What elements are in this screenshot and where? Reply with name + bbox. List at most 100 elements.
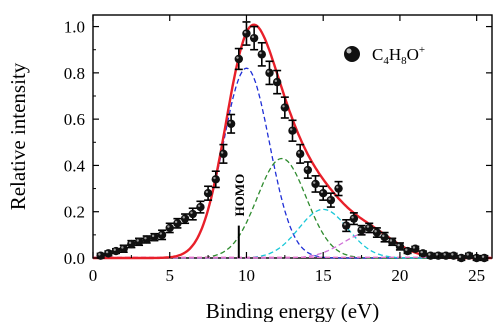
data-point: [403, 246, 412, 256]
data-point-highlight: [320, 190, 324, 194]
data-point: [288, 126, 297, 135]
data-point: [372, 228, 382, 237]
data-point-highlight: [105, 250, 109, 254]
data-point: [111, 246, 121, 256]
data-point-highlight: [397, 243, 400, 247]
data-point-highlight: [420, 250, 423, 254]
data-point: [134, 237, 144, 246]
data-point: [457, 253, 466, 263]
data-point-highlight: [243, 31, 247, 34]
data-point-highlight: [405, 248, 408, 251]
data-point-highlight: [336, 186, 339, 189]
legend-sub-4: 4: [383, 55, 389, 67]
data-point: [295, 149, 305, 159]
data-point: [418, 249, 428, 258]
plot-area: HOMO: [92, 14, 493, 263]
data-point: [426, 251, 435, 260]
data-point-highlight: [313, 181, 316, 184]
data-point-highlight: [274, 79, 278, 83]
legend-c: C: [372, 45, 383, 64]
legend-marker-highlight: [346, 48, 352, 54]
data-point: [303, 165, 313, 175]
legend-sup-plus: +: [419, 44, 425, 56]
data-point: [365, 223, 374, 233]
x-tick-label: 0: [89, 266, 98, 285]
data-point: [249, 33, 259, 43]
data-point-highlight: [197, 204, 201, 207]
homo-annotation: HOMO: [232, 174, 247, 258]
data-point: [173, 219, 182, 228]
homo-label: HOMO: [232, 174, 247, 217]
fit-component-1: [93, 67, 492, 259]
data-point-highlight: [174, 220, 178, 224]
error-bars: [96, 21, 489, 262]
data-point-highlight: [220, 151, 224, 154]
data-point: [196, 202, 205, 212]
data-point: [334, 184, 343, 193]
data-point-highlight: [144, 236, 147, 240]
y-axis-label: Relative intensity: [6, 62, 30, 210]
data-point-highlight: [343, 223, 347, 226]
y-tick-label: 1.0: [64, 18, 85, 37]
data-point: [203, 189, 213, 198]
data-point-highlight: [236, 56, 239, 59]
data-point-highlight: [113, 248, 116, 251]
data-point: [265, 68, 274, 78]
data-point-highlight: [251, 35, 255, 39]
data-point-highlight: [435, 253, 439, 256]
data-point-highlight: [205, 190, 208, 194]
data-point-highlight: [366, 225, 370, 228]
data-point: [127, 239, 136, 249]
y-tick-label: 0.8: [64, 64, 85, 83]
data-point: [349, 214, 359, 223]
data-point-highlight: [374, 230, 377, 233]
data-point: [318, 189, 328, 198]
data-point-highlight: [382, 234, 385, 238]
data-point-highlight: [182, 216, 185, 219]
data-point: [311, 179, 320, 189]
data-point: [441, 251, 451, 260]
x-axis-label: Binding energy (eV): [206, 299, 379, 322]
data-point: [219, 149, 228, 159]
data-point-highlight: [136, 239, 139, 242]
x-tick-label: 20: [391, 266, 408, 285]
data-point-highlight: [297, 151, 301, 154]
legend-label: C4H8O+: [372, 44, 425, 67]
y-tick-label: 0.2: [64, 203, 85, 222]
data-point-highlight: [259, 51, 262, 55]
data-point: [211, 175, 220, 184]
x-tick-label: 5: [165, 266, 174, 285]
data-point-highlight: [481, 255, 485, 258]
legend-o: O: [407, 45, 419, 64]
data-point: [464, 251, 474, 260]
data-point-highlight: [412, 246, 416, 249]
data-point-highlight: [451, 253, 454, 256]
axes: 0 5 10 15 20 25 0.0 0.2 0.4 0.6 0.8 1.0 Binding en…: [6, 15, 492, 322]
data-point: [242, 29, 251, 38]
data-point-highlight: [474, 255, 477, 258]
data-point: [180, 214, 190, 223]
data-point: [150, 232, 159, 242]
component-curves: [93, 67, 492, 259]
data-point: [157, 230, 167, 240]
data-point-highlight: [328, 197, 331, 201]
data-point-highlight: [466, 253, 469, 256]
plot-frame: [92, 14, 493, 259]
data-point-highlight: [213, 176, 216, 180]
data-point-highlight: [389, 239, 393, 242]
data-point-highlight: [151, 234, 155, 238]
y-tick-label: 0.4: [64, 156, 86, 175]
data-point-highlight: [228, 121, 232, 124]
data-point: [142, 235, 151, 244]
data-point: [119, 244, 128, 253]
x-tick-label: 25: [468, 266, 485, 285]
data-points: [96, 29, 489, 263]
data-point-highlight: [443, 253, 446, 256]
x-tick-label: 15: [315, 266, 332, 285]
legend: C4H8O+: [344, 44, 425, 67]
legend-marker: [344, 46, 360, 62]
fit-component-2: [93, 157, 492, 259]
x-axis-ticks: 0 5 10 15 20 25: [89, 15, 485, 285]
y-axis-ticks: 0.0 0.2 0.4 0.6 0.8 1.0: [64, 18, 492, 268]
